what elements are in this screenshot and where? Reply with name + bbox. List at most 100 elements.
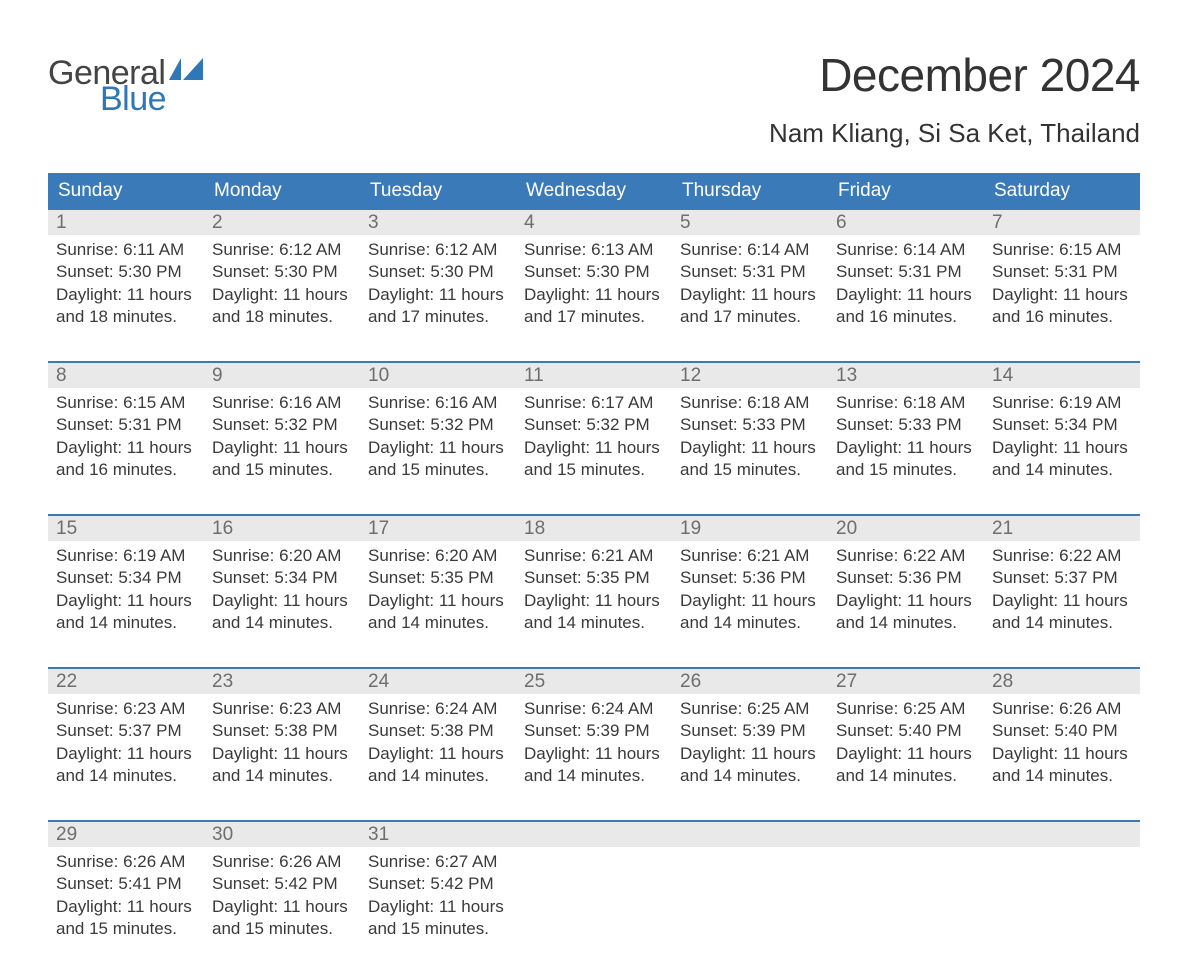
day-number: 8: [48, 363, 204, 388]
week-spacer: [48, 649, 1140, 667]
sunset-line: Sunset: 5:33 PM: [680, 414, 819, 436]
day-details: Sunrise: 6:23 AMSunset: 5:37 PMDaylight:…: [48, 694, 204, 802]
sunrise-line: Sunrise: 6:11 AM: [56, 239, 195, 261]
logo-text-blue: Blue: [100, 82, 217, 116]
sunrise-line: Sunrise: 6:26 AM: [212, 851, 351, 873]
calendar-page: General Blue December 2024 Nam Kliang, S…: [0, 0, 1188, 973]
day-details: Sunrise: 6:26 AMSunset: 5:42 PMDaylight:…: [204, 847, 360, 955]
day-number: [984, 822, 1140, 847]
day-number: 1: [48, 210, 204, 235]
sunrise-line: Sunrise: 6:18 AM: [836, 392, 975, 414]
weekday-saturday: Saturday: [984, 173, 1140, 210]
week-spacer: [48, 343, 1140, 361]
day-number: 10: [360, 363, 516, 388]
daylight-line: Daylight: 11 hours and 15 minutes.: [212, 896, 351, 941]
daylight-line: Daylight: 11 hours and 17 minutes.: [368, 284, 507, 329]
daynum-row: 293031: [48, 822, 1140, 847]
day-number: 22: [48, 669, 204, 694]
week-block: 293031Sunrise: 6:26 AMSunset: 5:41 PMDay…: [48, 820, 1140, 973]
daynum-row: 15161718192021: [48, 516, 1140, 541]
day-details: Sunrise: 6:22 AMSunset: 5:36 PMDaylight:…: [828, 541, 984, 649]
day-details: Sunrise: 6:19 AMSunset: 5:34 PMDaylight:…: [984, 388, 1140, 496]
details-row: Sunrise: 6:26 AMSunset: 5:41 PMDaylight:…: [48, 847, 1140, 955]
sunset-line: Sunset: 5:34 PM: [212, 567, 351, 589]
day-number: 27: [828, 669, 984, 694]
daynum-row: 891011121314: [48, 363, 1140, 388]
day-details: Sunrise: 6:13 AMSunset: 5:30 PMDaylight:…: [516, 235, 672, 343]
sunrise-line: Sunrise: 6:19 AM: [56, 545, 195, 567]
sunset-line: Sunset: 5:42 PM: [368, 873, 507, 895]
sunset-line: Sunset: 5:37 PM: [992, 567, 1131, 589]
daylight-line: Daylight: 11 hours and 14 minutes.: [836, 590, 975, 635]
day-number: 23: [204, 669, 360, 694]
sunrise-line: Sunrise: 6:26 AM: [992, 698, 1131, 720]
sunrise-line: Sunrise: 6:18 AM: [680, 392, 819, 414]
logo: General Blue: [48, 48, 217, 116]
sunrise-line: Sunrise: 6:22 AM: [836, 545, 975, 567]
weekday-tuesday: Tuesday: [360, 173, 516, 210]
daylight-line: Daylight: 11 hours and 14 minutes.: [56, 590, 195, 635]
sunrise-line: Sunrise: 6:23 AM: [212, 698, 351, 720]
day-number: 28: [984, 669, 1140, 694]
day-details: Sunrise: 6:24 AMSunset: 5:38 PMDaylight:…: [360, 694, 516, 802]
day-details: Sunrise: 6:20 AMSunset: 5:34 PMDaylight:…: [204, 541, 360, 649]
sunrise-line: Sunrise: 6:14 AM: [680, 239, 819, 261]
header: General Blue December 2024 Nam Kliang, S…: [48, 48, 1140, 149]
daylight-line: Daylight: 11 hours and 17 minutes.: [680, 284, 819, 329]
sunrise-line: Sunrise: 6:24 AM: [368, 698, 507, 720]
sunset-line: Sunset: 5:31 PM: [56, 414, 195, 436]
sunrise-line: Sunrise: 6:26 AM: [56, 851, 195, 873]
daylight-line: Daylight: 11 hours and 15 minutes.: [212, 437, 351, 482]
sunrise-line: Sunrise: 6:27 AM: [368, 851, 507, 873]
month-title: December 2024: [769, 48, 1140, 102]
sunset-line: Sunset: 5:34 PM: [56, 567, 195, 589]
daylight-line: Daylight: 11 hours and 14 minutes.: [992, 590, 1131, 635]
weekday-friday: Friday: [828, 173, 984, 210]
daylight-line: Daylight: 11 hours and 14 minutes.: [992, 437, 1131, 482]
day-number: 17: [360, 516, 516, 541]
week-spacer: [48, 802, 1140, 820]
day-details: Sunrise: 6:18 AMSunset: 5:33 PMDaylight:…: [828, 388, 984, 496]
sunset-line: Sunset: 5:41 PM: [56, 873, 195, 895]
sunrise-line: Sunrise: 6:16 AM: [212, 392, 351, 414]
day-number: 3: [360, 210, 516, 235]
location: Nam Kliang, Si Sa Ket, Thailand: [769, 118, 1140, 149]
day-number: 11: [516, 363, 672, 388]
daylight-line: Daylight: 11 hours and 16 minutes.: [836, 284, 975, 329]
sunset-line: Sunset: 5:38 PM: [368, 720, 507, 742]
day-details: Sunrise: 6:18 AMSunset: 5:33 PMDaylight:…: [672, 388, 828, 496]
sunset-line: Sunset: 5:39 PM: [524, 720, 663, 742]
sunrise-line: Sunrise: 6:25 AM: [836, 698, 975, 720]
week-spacer: [48, 955, 1140, 973]
weekday-thursday: Thursday: [672, 173, 828, 210]
sunset-line: Sunset: 5:35 PM: [524, 567, 663, 589]
weekday-sunday: Sunday: [48, 173, 204, 210]
day-number: [672, 822, 828, 847]
daylight-line: Daylight: 11 hours and 14 minutes.: [836, 743, 975, 788]
daylight-line: Daylight: 11 hours and 15 minutes.: [836, 437, 975, 482]
day-number: 5: [672, 210, 828, 235]
day-details: Sunrise: 6:26 AMSunset: 5:40 PMDaylight:…: [984, 694, 1140, 802]
sunset-line: Sunset: 5:34 PM: [992, 414, 1131, 436]
daynum-row: 22232425262728: [48, 669, 1140, 694]
sunrise-line: Sunrise: 6:22 AM: [992, 545, 1131, 567]
daylight-line: Daylight: 11 hours and 14 minutes.: [992, 743, 1131, 788]
title-block: December 2024 Nam Kliang, Si Sa Ket, Tha…: [769, 48, 1140, 149]
daylight-line: Daylight: 11 hours and 15 minutes.: [368, 437, 507, 482]
weekday-header-row: Sunday Monday Tuesday Wednesday Thursday…: [48, 173, 1140, 210]
day-number: [828, 822, 984, 847]
sunrise-line: Sunrise: 6:23 AM: [56, 698, 195, 720]
day-details: Sunrise: 6:23 AMSunset: 5:38 PMDaylight:…: [204, 694, 360, 802]
daylight-line: Daylight: 11 hours and 14 minutes.: [524, 590, 663, 635]
day-number: 16: [204, 516, 360, 541]
day-details: Sunrise: 6:14 AMSunset: 5:31 PMDaylight:…: [672, 235, 828, 343]
sunset-line: Sunset: 5:35 PM: [368, 567, 507, 589]
day-details: Sunrise: 6:27 AMSunset: 5:42 PMDaylight:…: [360, 847, 516, 955]
day-number: 26: [672, 669, 828, 694]
day-number: 9: [204, 363, 360, 388]
day-details: Sunrise: 6:24 AMSunset: 5:39 PMDaylight:…: [516, 694, 672, 802]
sunrise-line: Sunrise: 6:21 AM: [680, 545, 819, 567]
day-number: 19: [672, 516, 828, 541]
day-details: [984, 847, 1140, 955]
daylight-line: Daylight: 11 hours and 14 minutes.: [212, 743, 351, 788]
